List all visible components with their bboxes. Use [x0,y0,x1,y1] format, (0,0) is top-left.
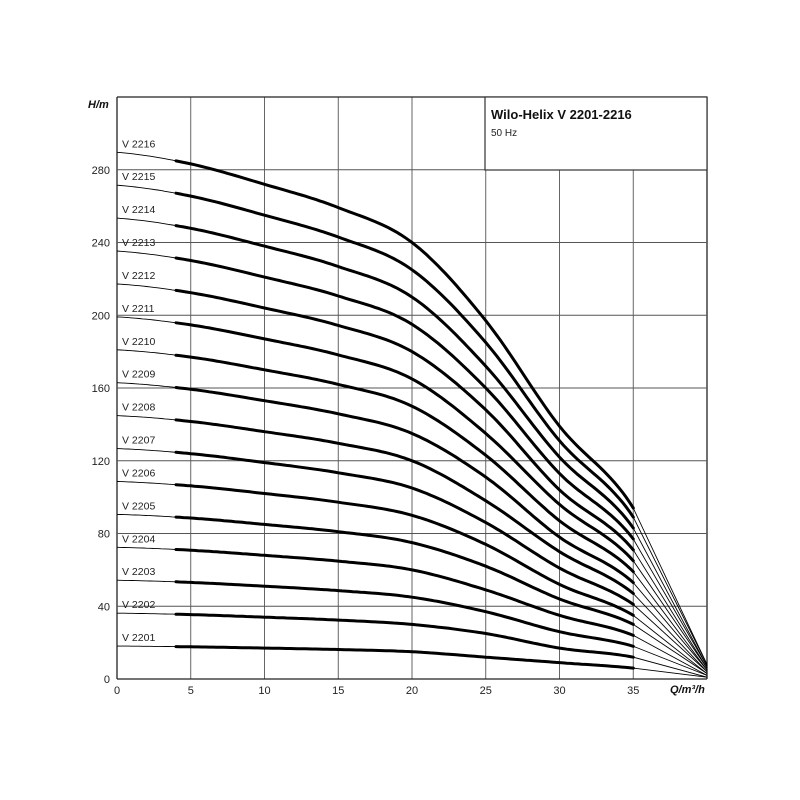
curve-V-2206 [174,483,635,617]
curve-tail-V-2205 [633,624,708,674]
curve-V-2213 [174,256,635,541]
curve-V-2204 [174,548,635,637]
curve-thin-V-2212 [116,283,634,551]
y-tick-label: 240 [92,238,110,250]
title-box: Wilo-Helix V 2201-2216 50 Hz [484,96,708,171]
x-tick-label: 10 [258,685,270,697]
curve-tail-V-2209 [632,582,708,671]
curve-tail-V-2211 [632,560,708,669]
curve-tail-V-2203 [633,645,708,676]
y-tick-label: 0 [104,674,110,686]
x-tick-label: 5 [188,685,194,697]
curve-V-2209 [174,386,635,585]
series-label: V 2214 [122,204,155,216]
curve-V-2211 [174,321,635,563]
curve-V-2201 [174,645,635,670]
series-label: V 2213 [122,237,155,249]
chart-subtitle: 50 Hz [491,128,517,139]
series-label: V 2215 [122,171,155,183]
series-label: V 2203 [122,566,155,578]
curve-thin-V-2215 [116,184,634,518]
curve-V-2208 [174,418,635,595]
x-tick-label: 30 [553,685,565,697]
y-tick-label: 200 [92,310,110,322]
curve-tail-V-2204 [633,634,708,676]
curve-tail-V-2202 [633,656,708,678]
x-tick-label: 0 [114,685,120,697]
curve-tail-V-2207 [632,604,708,673]
curve-V-2216 [174,159,635,510]
curve-tail-V-2212 [632,549,708,669]
curve-tail-V-2216 [632,507,708,665]
series-label: V 2208 [122,402,155,414]
series-label: V 2207 [122,435,155,447]
series-label: V 2202 [122,599,155,611]
curves [116,151,708,678]
curve-V-2203 [174,580,635,648]
curve-tail-V-2208 [632,593,708,673]
y-axis-label: H/m [88,99,109,111]
series-label: V 2201 [122,632,155,644]
curve-tail-V-2210 [632,571,708,671]
y-tick-label: 40 [98,601,110,613]
curve-V-2202 [174,612,635,659]
curve-thin-V-2205 [116,513,634,625]
series-label: V 2206 [122,467,155,479]
x-tick-label: 15 [332,685,344,697]
curve-tail-V-2214 [632,527,708,667]
curve-tail-V-2213 [632,538,708,667]
title-box-frame [484,96,708,171]
series-label: V 2216 [122,138,155,150]
series-label: V 2210 [122,336,155,348]
chart-title: Wilo-Helix V 2201-2216 [491,107,632,122]
y-tick-label: 120 [92,456,110,468]
curve-V-2207 [174,450,635,606]
x-tick-label: 25 [480,685,492,697]
series-label: V 2211 [122,303,155,315]
x-tick-label: 20 [406,685,418,697]
curve-tail-V-2206 [632,614,708,674]
curve-thin-V-2209 [116,382,634,583]
series-label: V 2212 [122,270,155,282]
x-tick-label: 35 [627,685,639,697]
curve-thin-V-2214 [116,217,634,529]
y-tick-label: 80 [98,529,110,541]
x-axis-label: Q/m³/h [670,684,705,696]
tick-labels: 0 5 10 15 20 25 30 35 0 40 80 120 160 200 240 280 [92,165,640,697]
curve-V-2212 [174,288,635,552]
series-label: V 2209 [122,369,155,381]
series-label: V 2205 [122,500,155,512]
y-tick-label: 280 [92,165,110,177]
series-label: V 2204 [122,533,155,545]
curve-V-2215 [174,191,635,519]
curve-V-2210 [174,353,635,574]
grid [116,96,708,680]
curve-V-2214 [174,224,635,530]
curve-thin-V-2211 [116,316,634,562]
curve-tail-V-2215 [632,516,708,665]
series-labels: V 2201 V 2202 V 2203 V 2204 V 2205 V 2206 V 22… [122,138,155,644]
curve-tail-V-2201 [633,667,708,678]
y-tick-label: 160 [92,383,110,395]
curve-V-2205 [174,515,635,626]
